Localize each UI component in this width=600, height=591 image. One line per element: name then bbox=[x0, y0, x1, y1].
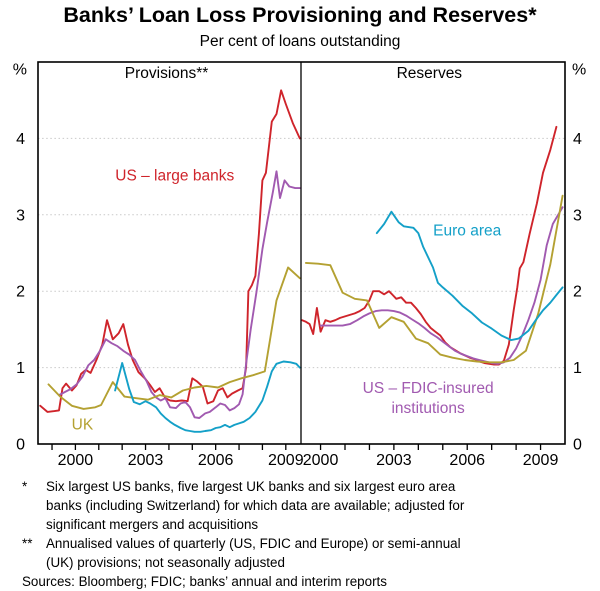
y-axis-unit-right: % bbox=[572, 62, 586, 79]
x-tick-label-right-2000: 2000 bbox=[303, 452, 339, 469]
y-tick-label-left-0: 0 bbox=[16, 437, 25, 454]
footnote-star: * Six largest US banks, five largest UK b… bbox=[22, 477, 582, 534]
y-tick-label-left-3: 3 bbox=[16, 207, 25, 224]
x-tick-label-left-2009: 2009 bbox=[268, 452, 304, 469]
series-label-euro-area: Euro area bbox=[433, 223, 501, 240]
panel-title-provisions: Provisions** bbox=[125, 65, 209, 82]
footnote-marker: * bbox=[22, 479, 28, 494]
y-tick-label-left-1: 1 bbox=[16, 360, 25, 377]
y-axis-unit-left: % bbox=[13, 62, 27, 79]
x-tick-label-left-2000: 2000 bbox=[58, 452, 94, 469]
series-label-us-large-banks: US – large banks bbox=[115, 168, 234, 185]
series-line-us-fdic-insured-institutions-right bbox=[319, 206, 564, 365]
sources-line: Sources: Bloomberg; FDIC; banks’ annual … bbox=[22, 572, 582, 591]
y-tick-label-right-3: 3 bbox=[573, 207, 582, 224]
footnote-starstar: ** Annualised values of quarterly (US, FD… bbox=[22, 534, 582, 572]
footnote-marker: ** bbox=[22, 536, 33, 551]
footnote-text: Sources: Bloomberg; FDIC; banks’ annual … bbox=[22, 574, 387, 589]
x-tick-label-right-2009: 2009 bbox=[523, 452, 559, 469]
footnote-text: Annualised values of quarterly (US, FDIC… bbox=[46, 536, 461, 570]
series-label-us-fdic-insured-line2: institutions bbox=[391, 400, 464, 417]
y-tick-label-left-4: 4 bbox=[16, 131, 25, 148]
x-tick-label-left-2003: 2003 bbox=[128, 452, 164, 469]
chart-subtitle: Per cent of loans outstanding bbox=[199, 33, 401, 50]
series-line-uk-right bbox=[304, 194, 564, 364]
chart-title: Banks’ Loan Loss Provisioning and Reserv… bbox=[63, 3, 537, 27]
y-tick-label-right-0: 0 bbox=[573, 437, 582, 454]
y-tick-label-right-4: 4 bbox=[573, 131, 582, 148]
panel-title-reserves: Reserves bbox=[397, 65, 463, 82]
y-tick-label-right-2: 2 bbox=[573, 284, 582, 301]
x-tick-label-right-2006: 2006 bbox=[449, 452, 485, 469]
x-tick-label-left-2006: 2006 bbox=[198, 452, 234, 469]
series-label-uk: UK bbox=[72, 417, 94, 434]
series-line-euro-area-right bbox=[375, 210, 564, 342]
footnote-text: Six largest US banks, five largest UK ba… bbox=[46, 479, 465, 532]
series-line-uk-left bbox=[47, 266, 301, 410]
series-line-us-large-banks-right bbox=[301, 125, 558, 366]
series-line-us-fdic-insured-institutions-left bbox=[58, 170, 301, 419]
series-label-us-fdic-insured: US – FDIC-insured bbox=[363, 380, 494, 397]
x-tick-label-right-2003: 2003 bbox=[376, 452, 412, 469]
y-tick-label-right-1: 1 bbox=[573, 360, 582, 377]
y-tick-label-left-2: 2 bbox=[16, 284, 25, 301]
series-line-euro-area-left bbox=[114, 360, 301, 433]
footnotes: * Six largest US banks, five largest UK b… bbox=[22, 477, 582, 591]
